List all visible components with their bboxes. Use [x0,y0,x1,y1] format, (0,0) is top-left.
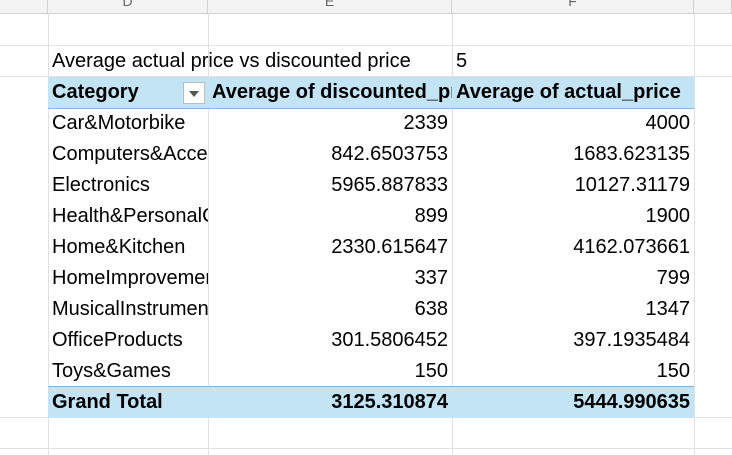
discounted-price-cell[interactable]: 5965.887833 [331,174,448,196]
actual-price-cell[interactable]: 1347 [645,298,691,320]
category-cell[interactable]: Home&Kitchen [52,236,186,258]
title-value-cell[interactable]: 5 [456,50,468,72]
discounted-price-cell[interactable]: 2339 [403,112,449,134]
category-cell[interactable]: Car&Motorbike [52,112,186,134]
grand-total-actual[interactable]: 5444.990635 [573,391,690,413]
discounted-price-cell[interactable]: 638 [414,298,448,320]
pivot-header-category[interactable]: Category [52,81,139,103]
discounted-price-cell[interactable]: 899 [414,205,448,227]
discounted-price-cell[interactable]: 150 [414,360,448,382]
actual-price-cell[interactable]: 1900 [645,205,691,227]
category-cell[interactable]: HomeImprovement [52,267,208,289]
actual-price-cell[interactable]: 397.1935484 [573,329,690,351]
discounted-price-cell[interactable]: 337 [414,267,448,289]
column-header-g[interactable] [694,0,732,14]
chevron-down-icon [189,91,199,97]
title-label-cell[interactable]: Average actual price vs discounted price [52,50,411,72]
discounted-price-cell[interactable]: 842.6503753 [331,143,448,165]
grand-total-band [48,387,694,418]
column-header-f[interactable]: F [452,0,694,14]
category-filter-dropdown[interactable] [183,82,205,104]
actual-price-cell[interactable]: 150 [656,360,690,382]
row-header-corner [0,0,48,14]
category-cell[interactable]: OfficeProducts [52,329,183,351]
actual-price-cell[interactable]: 4162.073661 [573,236,690,258]
column-header-d[interactable]: D [48,0,208,14]
discounted-price-cell[interactable]: 301.5806452 [331,329,448,351]
discounted-price-cell[interactable]: 2330.615647 [331,236,448,258]
grand-total-label[interactable]: Grand Total [52,391,163,413]
actual-price-cell[interactable]: 10127.31179 [574,174,690,196]
category-cell[interactable]: Health&PersonalCare [52,205,208,227]
category-cell[interactable]: MusicalInstruments [52,298,208,320]
category-cell[interactable]: Toys&Games [52,360,171,382]
grand-total-discounted[interactable]: 3125.310874 [331,391,448,413]
category-cell[interactable]: Electronics [52,174,150,196]
category-cell[interactable]: Computers&Accessories [52,143,208,165]
pivot-header-actual[interactable]: Average of actual_price [456,81,681,103]
actual-price-cell[interactable]: 1683.623135 [573,143,690,165]
actual-price-cell[interactable]: 4000 [645,112,691,134]
column-header-e[interactable]: E [208,0,452,14]
pivot-header-discounted[interactable]: Average of discounted_price [212,81,452,103]
actual-price-cell[interactable]: 799 [656,267,690,289]
pivot-header-band [48,77,694,108]
